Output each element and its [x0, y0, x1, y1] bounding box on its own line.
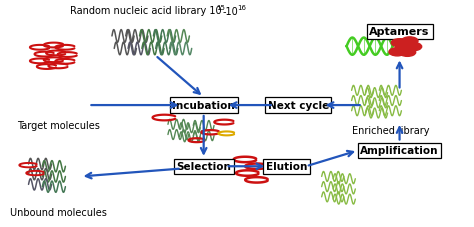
Text: Next cycle: Next cycle — [267, 101, 329, 111]
Circle shape — [401, 38, 418, 46]
Text: Amplification: Amplification — [360, 146, 439, 156]
Text: 15: 15 — [217, 5, 226, 11]
Text: -10: -10 — [222, 7, 238, 17]
Circle shape — [405, 43, 422, 52]
Circle shape — [399, 49, 416, 57]
Text: Target molecules: Target molecules — [17, 120, 100, 130]
Text: Random nucleic acid library 10: Random nucleic acid library 10 — [70, 6, 222, 16]
Circle shape — [391, 39, 408, 48]
Text: Unbound molecules: Unbound molecules — [10, 207, 107, 217]
Text: Aptamers: Aptamers — [369, 27, 430, 37]
Text: Enriched library: Enriched library — [352, 126, 429, 136]
Circle shape — [395, 46, 411, 54]
Text: Selection: Selection — [176, 162, 231, 171]
Circle shape — [389, 49, 406, 57]
Circle shape — [398, 42, 415, 50]
Text: 16: 16 — [237, 5, 246, 11]
Text: Elution: Elution — [266, 162, 307, 171]
Text: Incubation: Incubation — [173, 101, 235, 111]
